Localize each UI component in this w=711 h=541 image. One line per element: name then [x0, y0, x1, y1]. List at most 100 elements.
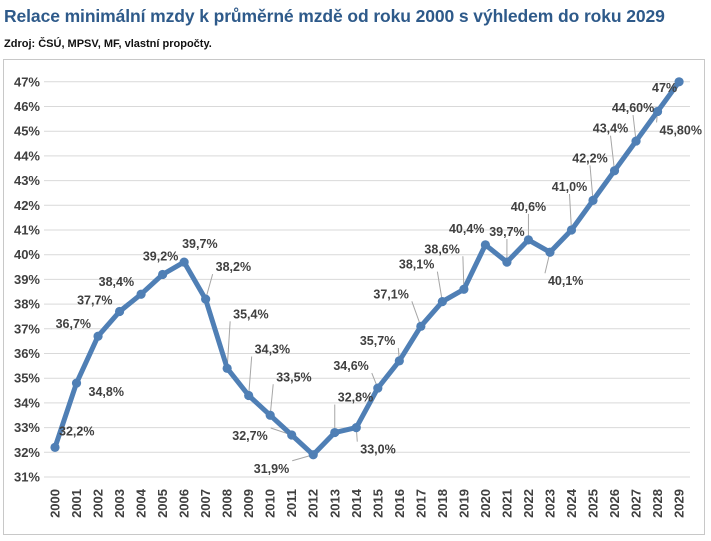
data-point: [308, 450, 318, 460]
x-tick-label: 2023: [542, 489, 557, 518]
data-point: [437, 297, 447, 307]
x-tick-label: 2003: [112, 489, 127, 518]
y-tick-label: 31%: [14, 470, 40, 485]
data-label: 35,7%: [360, 334, 395, 348]
data-label: 33,0%: [360, 443, 395, 457]
data-label: 44,60%: [612, 101, 654, 115]
y-tick-label: 32%: [14, 445, 40, 460]
x-tick-label: 2009: [241, 489, 256, 518]
label-leader-line: [436, 271, 443, 302]
x-tick-label: 2016: [392, 489, 407, 518]
data-label: 34,3%: [255, 342, 290, 356]
data-label: 43,4%: [593, 122, 628, 136]
data-point: [674, 77, 684, 87]
x-tick-label: 2017: [413, 489, 428, 518]
data-points: [50, 77, 684, 460]
data-label: 37,1%: [373, 287, 408, 301]
data-point: [265, 410, 275, 420]
data-point: [459, 284, 469, 294]
data-point: [416, 321, 426, 331]
label-leader-line: [462, 256, 465, 290]
data-label: 38,6%: [424, 242, 459, 256]
data-point: [222, 363, 232, 373]
x-tick-label: 2000: [48, 489, 63, 518]
data-point: [523, 235, 534, 245]
label-leader-line: [248, 356, 253, 396]
data-label: 40,6%: [511, 200, 546, 214]
data-labels: 32,2% 34,8% 36,7% 37,7% 38,4% 39,2% 39,7% 38,2%…: [56, 81, 702, 476]
data-label: 34,8%: [89, 385, 124, 399]
chart-title: Relace minimální mzdy k průměrné mzdě od…: [4, 6, 665, 26]
x-tick-label: 2022: [521, 489, 536, 518]
x-tick-label: 2026: [607, 489, 622, 518]
data-point: [566, 225, 577, 235]
y-axis-ticks: 31% 32% 33% 34% 35% 36% 37% 38% 39% 40% 41% 42% 43% 4…: [14, 74, 40, 484]
label-leader-line: [589, 165, 594, 201]
data-label: 32,8%: [338, 391, 373, 405]
y-tick-label: 42%: [14, 198, 40, 213]
x-tick-label: 2004: [134, 488, 149, 518]
label-leader-line: [568, 193, 572, 231]
x-tick-label: 2019: [456, 489, 471, 518]
data-label: 39,7%: [489, 225, 524, 239]
series-line-path: [52, 79, 682, 458]
y-tick-label: 44%: [14, 148, 40, 163]
x-tick-label: 2012: [306, 489, 321, 518]
data-label: 38,2%: [216, 260, 251, 274]
data-point: [50, 442, 60, 452]
data-point: [631, 136, 641, 146]
data-point: [588, 195, 598, 205]
x-tick-label: 2025: [586, 489, 601, 518]
data-point: [480, 240, 490, 250]
y-tick-label: 43%: [14, 173, 40, 188]
data-point: [93, 331, 103, 341]
data-point: [179, 257, 189, 267]
data-label: 34,6%: [333, 359, 368, 373]
y-tick-label: 38%: [14, 297, 40, 312]
y-tick-label: 46%: [14, 99, 40, 114]
chart-frame: [3, 59, 705, 535]
label-leader-line: [269, 384, 274, 416]
data-point: [71, 378, 82, 388]
data-point: [652, 106, 663, 117]
x-tick-label: 2006: [177, 489, 192, 518]
data-point: [201, 294, 211, 304]
data-label: 40,1%: [548, 274, 583, 288]
data-label: 32,2%: [59, 424, 94, 438]
x-tick-label: 2020: [478, 489, 493, 518]
x-tick-label: 2008: [220, 489, 235, 518]
data-label: 32,7%: [232, 429, 267, 443]
data-point: [287, 430, 297, 440]
x-tick-label: 2014: [349, 488, 364, 518]
data-point: [351, 423, 361, 433]
data-label: 31,9%: [254, 462, 289, 476]
y-tick-label: 40%: [14, 247, 40, 262]
x-tick-label: 2007: [198, 489, 213, 518]
y-tick-label: 34%: [14, 395, 40, 410]
x-tick-label: 2005: [155, 489, 170, 518]
data-label: 38,4%: [99, 275, 134, 289]
data-label: 36,7%: [56, 317, 91, 331]
data-point: [114, 306, 125, 317]
data-point: [609, 166, 620, 176]
data-point: [136, 289, 146, 299]
y-tick-label: 47%: [14, 74, 40, 89]
y-tick-label: 39%: [14, 272, 40, 287]
data-point: [244, 390, 254, 401]
x-tick-label: 2021: [499, 489, 514, 518]
label-leader-line: [226, 321, 231, 369]
series-line: [52, 79, 682, 458]
y-tick-label: 41%: [14, 223, 40, 238]
y-tick-label: 45%: [14, 124, 40, 139]
y-tick-label: 35%: [14, 371, 40, 386]
data-label: 38,1%: [399, 258, 434, 272]
x-tick-label: 2018: [435, 489, 450, 518]
data-point: [394, 356, 404, 366]
x-tick-label: 2027: [629, 489, 644, 518]
x-tick-label: 2011: [284, 489, 299, 517]
data-label: 47%: [652, 81, 677, 95]
gridlines: [44, 81, 690, 478]
data-label: 33,5%: [276, 370, 311, 384]
data-label: 41,0%: [552, 180, 587, 194]
x-tick-label: 2024: [564, 488, 579, 518]
